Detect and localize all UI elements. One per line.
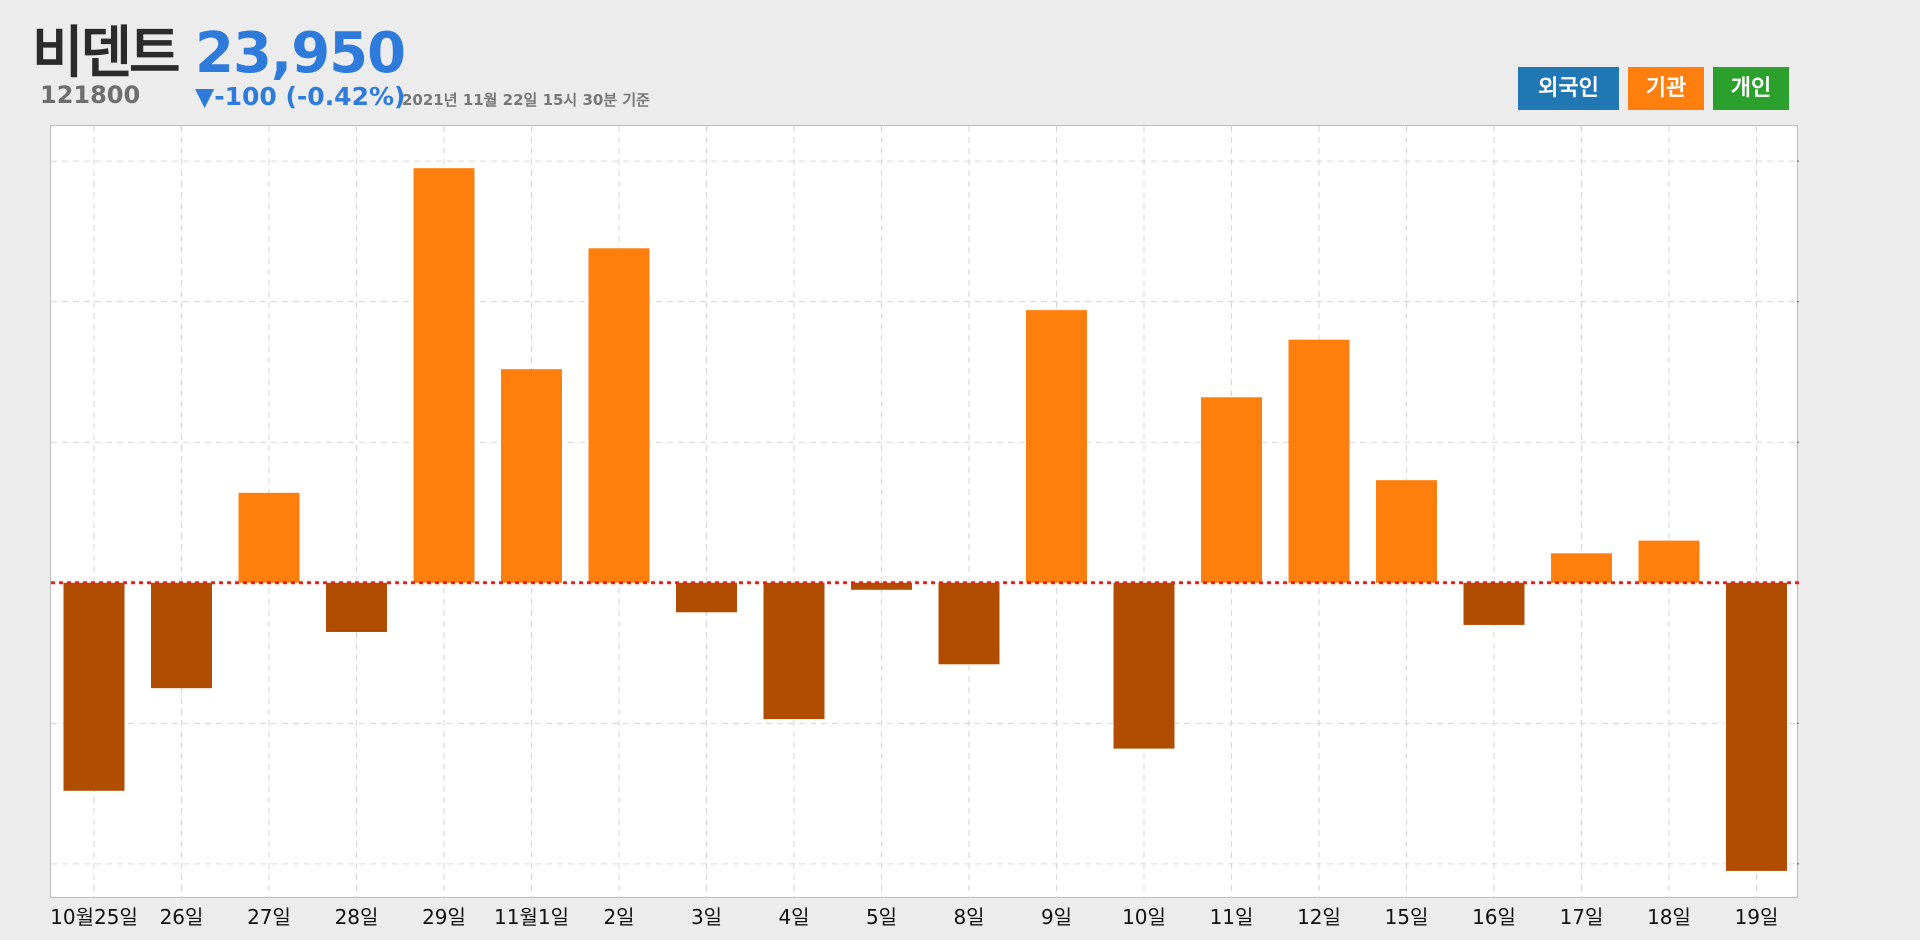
x-tick-label: 27일	[247, 905, 291, 929]
x-tick-label: 19일	[1735, 905, 1779, 929]
x-tick-label: 9일	[1041, 905, 1072, 929]
legend-individual-button[interactable]: 개인	[1713, 67, 1789, 110]
bar-buy	[413, 168, 475, 583]
x-tick-label: 3일	[691, 905, 722, 929]
legend-institution-button[interactable]: 기관	[1628, 67, 1704, 110]
x-tick-label: 12일	[1297, 905, 1341, 929]
stock-price: 23,950	[195, 21, 406, 86]
bar-sell	[151, 582, 212, 689]
bar-buy	[1026, 310, 1087, 583]
x-tick-label: 11일	[1210, 905, 1254, 929]
x-tick-label: 18일	[1647, 905, 1691, 929]
bar-sell	[763, 582, 825, 720]
bar-sell	[1463, 582, 1525, 625]
x-tick-label: 8일	[953, 905, 984, 929]
x-tick-label: 17일	[1560, 905, 1604, 929]
x-tick-label: 29일	[422, 905, 466, 929]
bar-sell	[1726, 582, 1787, 871]
stock-code: 121800	[40, 81, 141, 109]
price-change: ▼-100 (-0.42%)	[195, 82, 406, 111]
bar-buy	[1288, 339, 1350, 583]
x-tick-label: 11월1일	[494, 905, 569, 929]
stock-header: 비덴트 23,950 121800 ▼-100 (-0.42%) 2021년 1…	[0, 0, 1920, 125]
x-tick-label: 2일	[603, 905, 634, 929]
x-tick-label: 26일	[160, 905, 204, 929]
x-tick-label: 5일	[866, 905, 897, 929]
stock-name: 비덴트	[32, 21, 181, 86]
bar-sell	[851, 582, 912, 590]
x-tick-label: 16일	[1472, 905, 1516, 929]
chart-panel: 30만20만10만0-10만-20만10월25일26일27일28일29일11월1…	[50, 125, 1799, 929]
legend-foreign-button[interactable]: 외국인	[1518, 67, 1619, 110]
bar-sell	[1113, 582, 1175, 749]
x-tick-label: 4일	[778, 905, 809, 929]
bar-buy	[1638, 540, 1700, 583]
bar-sell	[326, 582, 387, 632]
bar-buy	[588, 248, 650, 583]
bar-sell	[938, 582, 1000, 665]
bar-buy	[238, 492, 300, 583]
bar-sell	[63, 582, 125, 791]
bar-buy	[1201, 397, 1262, 583]
x-tick-label: 10일	[1122, 905, 1166, 929]
x-tick-label: 28일	[335, 905, 379, 929]
bar-buy	[501, 369, 562, 583]
bar-buy	[1551, 553, 1612, 583]
bar-buy	[1376, 480, 1437, 583]
bar-sell	[676, 582, 737, 613]
bar-chart: 30만20만10만0-10만-20만10월25일26일27일28일29일11월1…	[51, 126, 1799, 929]
timestamp: 2021년 11월 22일 15시 30분 기준	[402, 91, 650, 109]
x-tick-label: 10월25일	[51, 905, 138, 929]
x-tick-label: 15일	[1385, 905, 1429, 929]
